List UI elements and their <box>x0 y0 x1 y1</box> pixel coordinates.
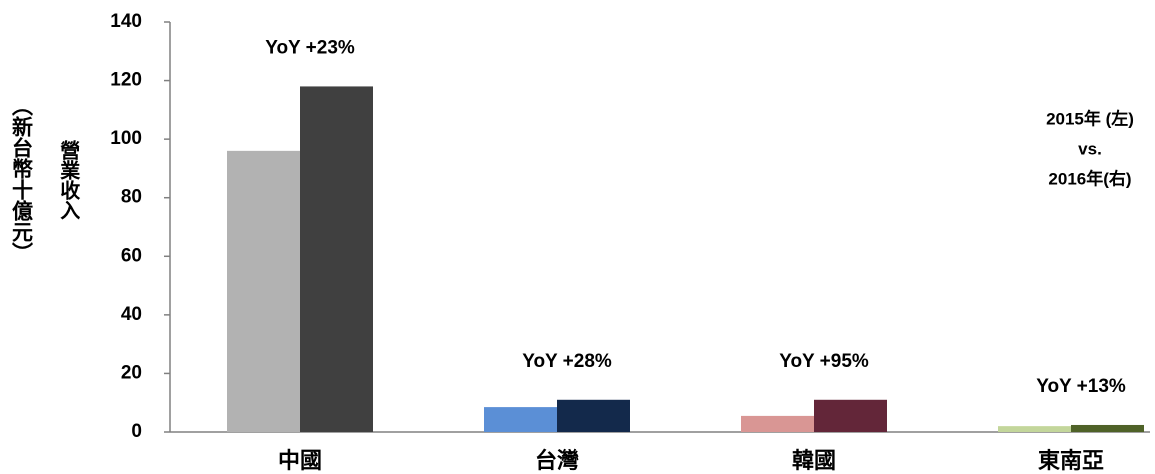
y-tick-label: 0 <box>131 421 142 442</box>
y-tick-label: 120 <box>110 70 142 91</box>
note: 2015年 (左) <box>1046 108 1134 128</box>
y-tick-label: 20 <box>121 362 142 383</box>
x-tick-label: 中國 <box>278 448 322 473</box>
bar <box>998 426 1071 432</box>
bar <box>557 399 630 432</box>
x-tick-label: 台灣 <box>535 448 579 473</box>
annotation: YoY +23% <box>265 37 355 58</box>
note: vs. <box>1078 139 1102 158</box>
y-axis-label: 營業收入 <box>57 139 80 220</box>
bar <box>814 399 887 432</box>
annotation: YoY +28% <box>522 351 612 372</box>
bar <box>227 150 300 432</box>
bar <box>741 415 814 432</box>
annotation: YoY +95% <box>779 351 869 372</box>
x-tick-label: 東南亞 <box>1038 448 1104 473</box>
y-tick-label: 60 <box>121 245 142 266</box>
bar <box>1071 424 1144 432</box>
y-unit-label: （新台幣十億元） <box>9 95 33 263</box>
x-tick-label: 韓國 <box>792 448 836 473</box>
y-tick-label: 80 <box>121 187 142 208</box>
bar <box>300 86 373 432</box>
annotation: YoY +13% <box>1036 376 1126 397</box>
y-tick-label: 100 <box>110 128 142 149</box>
y-tick-label: 140 <box>110 11 142 32</box>
bar <box>484 407 557 432</box>
note: 2016年(右) <box>1048 168 1131 188</box>
y-tick-label: 40 <box>121 304 142 325</box>
